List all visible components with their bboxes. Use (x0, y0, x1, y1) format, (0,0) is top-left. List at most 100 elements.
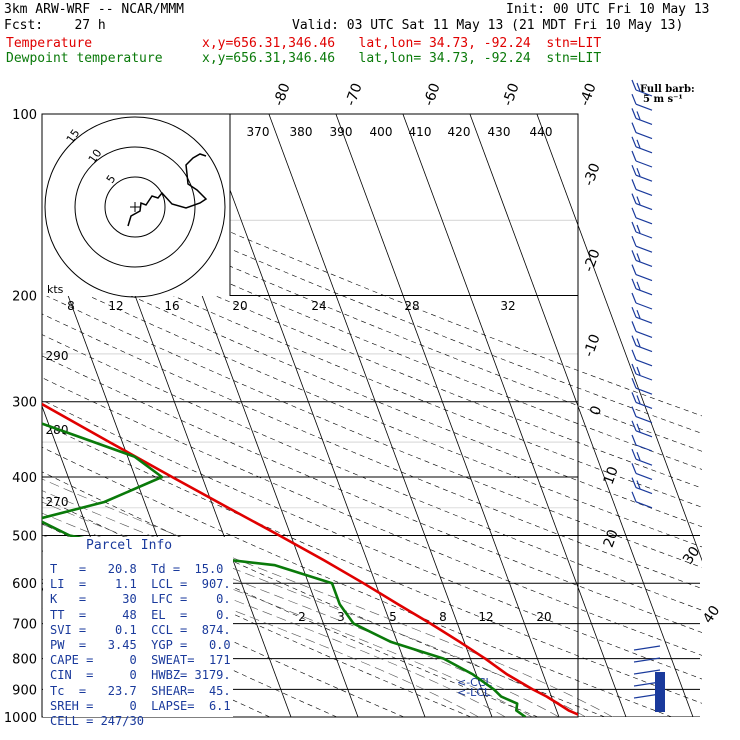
dry-adiabat-line (42, 496, 539, 717)
mixing-ratio-label: 2 (298, 610, 306, 624)
parcel-info-row: CELL = 247/30 (50, 714, 144, 728)
wind-barb (631, 79, 653, 97)
mixing-ratio-label: 12 (478, 610, 493, 624)
isotherm-label: 20 (601, 528, 622, 550)
wind-barb-half (636, 196, 641, 205)
wind-barb-flag (631, 434, 637, 446)
wind-barb (631, 108, 653, 125)
wind-barb-shaft (635, 174, 653, 182)
pressure-tick-label: 1000 (4, 711, 37, 726)
wind-barb-half (636, 451, 641, 461)
wind-barb-flag (631, 491, 637, 503)
wind-barb (631, 349, 653, 367)
moist-adiabat-line (42, 478, 613, 717)
dry-adiabat-line (42, 377, 702, 656)
theta-label: 440 (530, 125, 553, 139)
wind-barb (631, 335, 653, 353)
isotherm-label: -10 (581, 332, 604, 359)
wind-barb (631, 434, 653, 452)
wind-barb-flag (631, 136, 637, 148)
wind-barb-shaft (635, 387, 653, 395)
wind-barb-shaft (635, 345, 653, 353)
wind-barb-shaft (635, 330, 653, 338)
wind-barb (631, 264, 653, 282)
dry-adiabat-line (42, 254, 702, 528)
wind-barb-half (636, 111, 641, 120)
dry-adiabat-line (42, 523, 472, 717)
wind-barb-shaft (635, 373, 653, 381)
isotherm-line (201, 114, 426, 717)
theta-label: 420 (448, 125, 471, 139)
wind-barb (631, 491, 653, 509)
dewpoint-legend-info: x,y=656.31,346.46 lat,lon= 34.73, -92.24… (202, 51, 602, 66)
parcel-panel-bg (43, 537, 233, 717)
wind-barb-flag (631, 179, 637, 190)
isotherm-label: 40 (700, 603, 723, 627)
wind-barb-flag (631, 278, 637, 290)
wind-barb-flag (631, 264, 637, 275)
wind-barb-half (636, 167, 641, 177)
speed-tick-label: 12 (108, 299, 123, 313)
wind-barb (631, 250, 653, 267)
wind-barb-half (636, 139, 641, 149)
wind-barb (631, 292, 653, 310)
valid-time: Valid: 03 UTC Sat 11 May 13 (21 MDT Fri … (292, 18, 684, 33)
wind-barb-flag (631, 250, 637, 261)
isotherm-label: -20 (581, 247, 604, 274)
wind-barb (631, 477, 653, 495)
barb-note-line1: Full barb: (640, 84, 695, 95)
wind-barb-shaft (635, 89, 653, 97)
plot-frame (41, 113, 579, 718)
wind-barb-shaft (635, 302, 653, 310)
temperature-legend-info: x,y=656.31,346.46 lat,lon= 34.73, -92.24… (202, 36, 602, 51)
wind-barb (631, 278, 653, 296)
theta-label: 290 (46, 349, 69, 363)
isotherm-label: -50 (500, 81, 523, 108)
dry-adiabat-line (42, 217, 702, 489)
parcel-info-row: CAPE = 0 SWEAT= 171 (50, 653, 231, 668)
isotherm-label: -70 (343, 81, 366, 108)
hodograph-speed-label: kts (47, 283, 64, 296)
wind-barb-shaft (635, 203, 653, 211)
mixing-ratio-label: 3 (337, 610, 345, 624)
wind-barb (631, 136, 653, 154)
pressure-tick-label: 800 (12, 653, 37, 668)
wind-barb-half (636, 309, 641, 319)
wind-barb-shaft (635, 274, 653, 282)
wind-barb-flag (631, 164, 637, 176)
wind-barb-half (636, 366, 641, 376)
wind-barb-shaft (635, 458, 653, 466)
hodograph-ring (74, 146, 196, 268)
wind-barb-shaft (635, 103, 653, 111)
wind-barb-shaft (635, 401, 653, 409)
pressure-tick-label: 100 (12, 108, 37, 123)
moist-adiabat-line (42, 534, 479, 717)
parcel-info-title: Parcel Info (86, 538, 173, 553)
wind-barb (631, 193, 653, 211)
dry-adiabat-line (42, 422, 702, 704)
wind-barb-half (636, 395, 641, 404)
speed-tick-label: 16 (164, 299, 179, 313)
wind-barb-flag (631, 193, 637, 204)
parcel-info-row: TT = 48 EL = 0. (50, 607, 231, 622)
wind-barb-flag (631, 349, 637, 361)
wind-barb-shaft (635, 245, 653, 253)
pressure-tick-label: 400 (12, 471, 37, 486)
wind-barb-half (636, 253, 641, 262)
wind-barb (631, 306, 653, 324)
wind-barb-shaft (635, 501, 653, 509)
wind-barb-flag (631, 392, 637, 403)
wind-barb (631, 179, 653, 196)
wind-barb-block (655, 672, 665, 712)
isotherm-label: -30 (581, 161, 604, 188)
isotherm-line (402, 114, 627, 717)
barb-note-line2: 5 m s⁻¹ (643, 94, 683, 105)
pressure-tick-label: 700 (12, 618, 37, 633)
wind-barb-flag (631, 235, 637, 247)
wind-barb-flag (631, 93, 637, 105)
wind-barb-shaft (635, 359, 653, 367)
moist-adiabat-line (42, 512, 533, 717)
dry-adiabat-line (42, 165, 702, 434)
wind-barb-shaft (635, 416, 653, 424)
hodograph-trace (127, 153, 208, 227)
